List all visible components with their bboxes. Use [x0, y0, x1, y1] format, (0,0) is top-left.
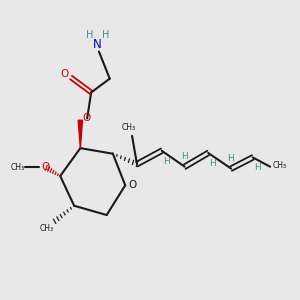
Text: H: H	[163, 157, 170, 166]
Text: CH₃: CH₃	[122, 123, 136, 132]
Text: H: H	[86, 30, 93, 40]
Polygon shape	[78, 120, 82, 148]
Text: O: O	[60, 69, 68, 79]
Text: O: O	[41, 162, 50, 172]
Text: N: N	[93, 38, 102, 51]
Text: O: O	[128, 180, 136, 190]
Text: H: H	[102, 30, 110, 40]
Text: H: H	[181, 152, 188, 161]
Text: O: O	[82, 113, 91, 123]
Text: CH₃: CH₃	[39, 224, 53, 233]
Text: H: H	[254, 163, 260, 172]
Text: CH₃: CH₃	[11, 163, 25, 172]
Text: CH₃: CH₃	[273, 161, 287, 170]
Text: H: H	[209, 159, 216, 168]
Text: H: H	[227, 154, 234, 163]
